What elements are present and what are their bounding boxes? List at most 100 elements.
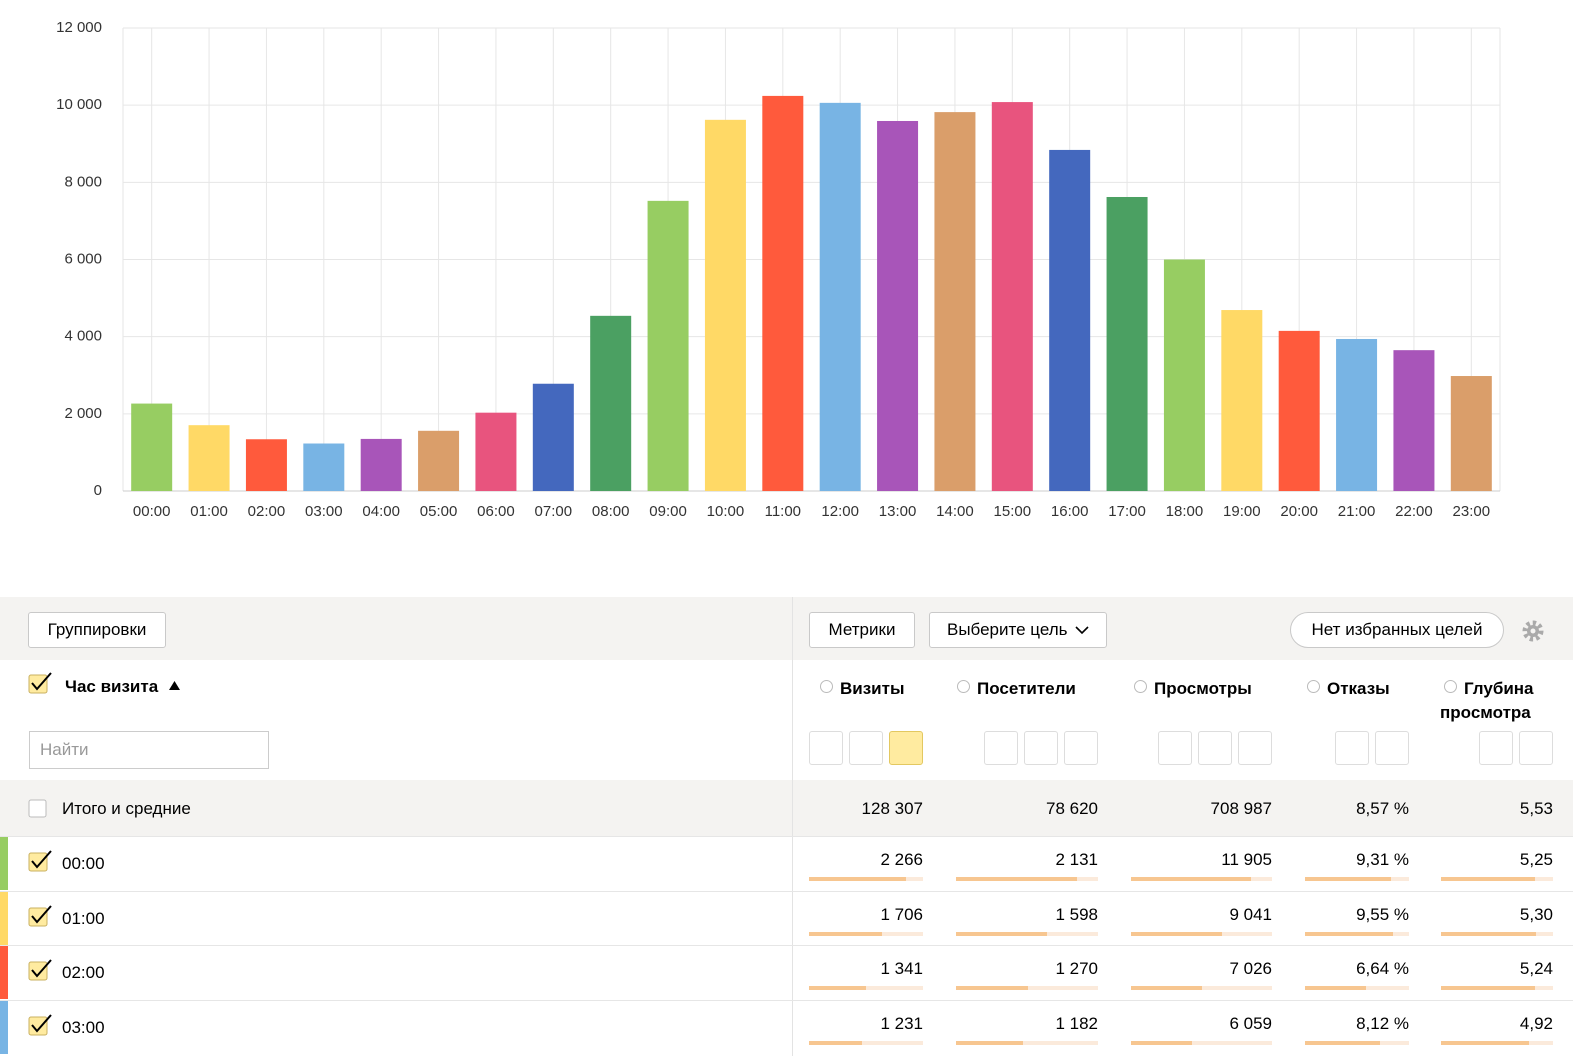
row-border: [0, 999, 1573, 1001]
cell-value: 8,12 %: [1356, 1013, 1409, 1033]
bar: [1336, 338, 1378, 491]
x-tick-label: 17:00: [1108, 503, 1146, 520]
cell-bar: [1131, 1040, 1192, 1045]
column-header[interactable]: Визиты: [840, 679, 905, 698]
cell-value: 1 341: [880, 959, 923, 978]
view-toggle[interactable]: [889, 731, 923, 765]
goal-text: Выберите цель: [947, 620, 1068, 639]
view-toggle[interactable]: [1064, 731, 1098, 765]
cell-bar: [1305, 1040, 1381, 1045]
view-toggle[interactable]: [1335, 731, 1369, 765]
x-tick-label: 05:00: [420, 503, 458, 520]
cell-bar: [1131, 986, 1202, 990]
x-tick-label: 09:00: [649, 503, 687, 520]
x-tick-label: 08:00: [592, 503, 630, 520]
dimension-checkbox[interactable]: [28, 672, 54, 696]
y-tick-label: 8 000: [64, 173, 102, 190]
totals-bg: [0, 780, 1573, 836]
bar: [704, 119, 746, 491]
x-tick-label: 06:00: [477, 503, 515, 520]
favorites-button[interactable]: Нет избранных целей: [1290, 612, 1504, 648]
row-checkbox[interactable]: [28, 904, 54, 934]
help-icon[interactable]: [1444, 680, 1457, 693]
y-tick-label: 12 000: [56, 19, 102, 36]
row-border: [0, 836, 1573, 837]
dimension-header[interactable]: Час визита: [65, 677, 159, 696]
row-checkbox[interactable]: [28, 959, 54, 988]
column-header[interactable]: Посетители: [977, 679, 1076, 698]
bar: [1450, 376, 1492, 491]
search-input[interactable]: Найти: [29, 731, 269, 769]
cell-value: 5,25: [1519, 850, 1553, 869]
cell-bar: [956, 877, 1077, 881]
chevron: [1074, 626, 1089, 635]
groupings-button[interactable]: Группировки: [28, 612, 166, 648]
cell-value: 9,31 %: [1356, 850, 1409, 869]
totals-checkbox[interactable]: [28, 799, 48, 819]
cell-value: 1 182: [1055, 1013, 1098, 1033]
bar: [532, 383, 574, 491]
x-tick-label: 03:00: [305, 503, 343, 520]
metrics-button[interactable]: Метрики: [809, 612, 915, 648]
totals-value: 128 307: [861, 799, 923, 818]
goal-select[interactable]: Выберите цель: [929, 612, 1107, 648]
row-border: [0, 890, 1573, 892]
view-toggle[interactable]: [1479, 731, 1513, 765]
x-tick-label: 20:00: [1280, 503, 1318, 520]
view-toggle[interactable]: [809, 731, 843, 765]
row-label: 00:00: [62, 854, 105, 873]
cell-bar: [809, 986, 867, 990]
x-tick-label: 21:00: [1338, 503, 1376, 520]
x-tick-label: 15:00: [994, 503, 1032, 520]
cell-value: 1 706: [880, 904, 923, 924]
bar: [1106, 196, 1148, 491]
cell-value: 6 059: [1229, 1013, 1272, 1033]
cell-value: 11 905: [1221, 850, 1272, 869]
view-toggle[interactable]: [849, 731, 883, 765]
settings-icon[interactable]: [1521, 619, 1545, 643]
row-checkbox[interactable]: [28, 1013, 54, 1043]
cell-bar: [809, 877, 906, 881]
cell-value: 1 270: [1055, 959, 1098, 978]
bar: [1393, 350, 1435, 491]
view-toggle[interactable]: [1158, 731, 1192, 765]
view-toggle[interactable]: [1238, 731, 1272, 765]
view-toggle[interactable]: [1198, 731, 1232, 765]
cell-value: 1 231: [880, 1013, 923, 1033]
row-checkbox[interactable]: [28, 850, 54, 879]
column-header[interactable]: Отказы: [1327, 679, 1390, 698]
cell-bar: [809, 931, 882, 936]
bar-track: [809, 1040, 923, 1045]
help-icon[interactable]: [820, 680, 833, 693]
y-tick-label: 6 000: [64, 250, 102, 267]
x-tick-label: 22:00: [1395, 503, 1433, 520]
cell-bar: [1131, 877, 1251, 881]
cell-bar: [1441, 1040, 1530, 1045]
column-header[interactable]: Просмотры: [1154, 679, 1252, 698]
x-tick-label: 00:00: [133, 503, 171, 520]
bar: [819, 102, 861, 491]
totals-label: Итого и средние: [62, 799, 191, 818]
view-toggle[interactable]: [1375, 731, 1409, 765]
help-icon[interactable]: [1134, 680, 1147, 693]
help-icon[interactable]: [1307, 680, 1320, 693]
view-toggle[interactable]: [1024, 731, 1058, 765]
view-toggle[interactable]: [984, 731, 1018, 765]
cell-bar: [1441, 931, 1537, 936]
row-color: [0, 946, 8, 999]
row-color: [0, 1000, 8, 1054]
bar: [418, 430, 460, 491]
bar: [1278, 330, 1320, 491]
help-icon[interactable]: [957, 680, 970, 693]
x-tick-label: 19:00: [1223, 503, 1261, 520]
bar: [1049, 149, 1091, 491]
cell-value: 2 266: [880, 850, 923, 869]
totals-value: 78 620: [1046, 799, 1098, 818]
x-tick-label: 12:00: [821, 503, 859, 520]
bar: [590, 315, 632, 491]
column-header[interactable]: Глубина просмотра: [1440, 679, 1534, 722]
view-toggle[interactable]: [1519, 731, 1553, 765]
x-tick-label: 11:00: [765, 503, 801, 520]
bar: [475, 412, 517, 491]
bar: [934, 112, 976, 491]
